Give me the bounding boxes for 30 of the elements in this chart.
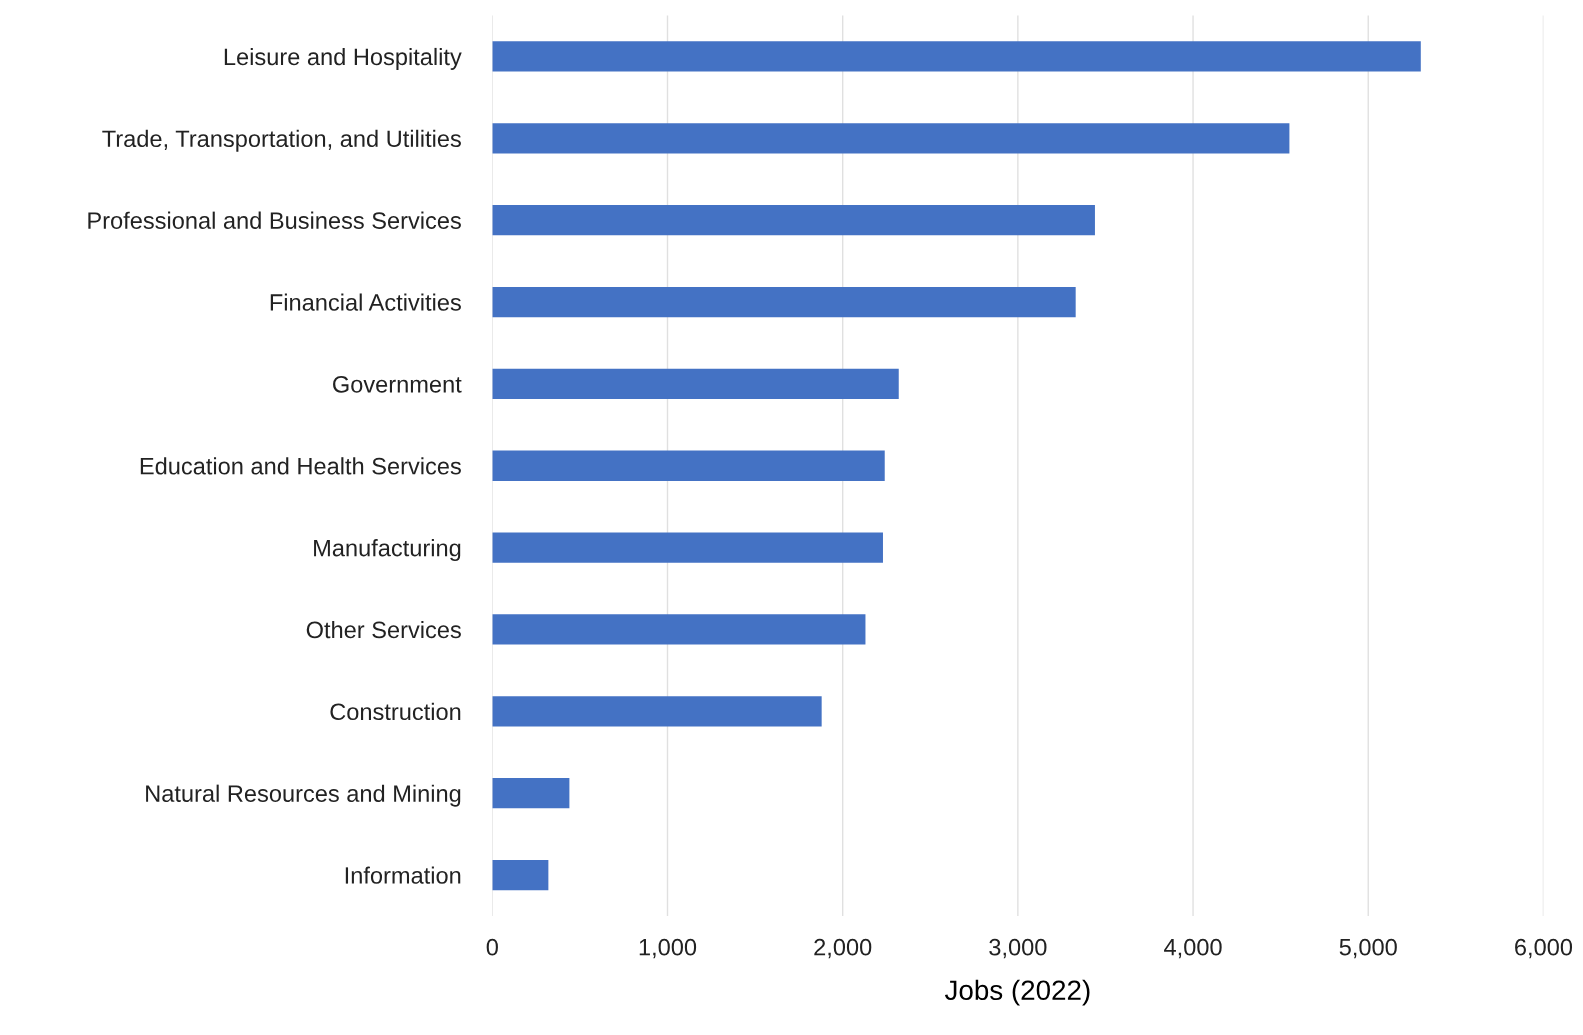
y-tick-label: Leisure and Hospitality [224, 47, 462, 70]
y-tick-label: Construction [330, 702, 461, 721]
y-tick-label: Professional and Business Services [88, 211, 461, 229]
y-tick-label: Education and Health Services [140, 457, 461, 475]
y-tick-label: Government [333, 375, 462, 393]
x-tick-label: 0 [486, 938, 498, 956]
bar [492, 532, 883, 563]
x-axis-title: Jobs (2022) [944, 979, 1090, 1006]
y-tick-label: Natural Resources and Mining [146, 784, 461, 807]
x-tick-label: 3,000 [989, 938, 1047, 959]
x-tick-label: 5,000 [1339, 938, 1397, 959]
bar [492, 614, 866, 645]
y-tick-label: Other Services [306, 620, 461, 639]
bar [492, 123, 1290, 154]
bar [492, 286, 1076, 318]
y-tick-label: Manufacturing [314, 539, 461, 562]
bar [492, 859, 549, 891]
x-tick-label: 4,000 [1164, 938, 1222, 959]
bar [492, 778, 570, 809]
x-tick-label: 6,000 [1515, 938, 1573, 959]
bar [492, 41, 1421, 72]
y-tick-label: Information [345, 866, 461, 884]
bar [492, 696, 822, 727]
y-tick-label: Financial Activities [270, 293, 461, 311]
y-tick-label: Trade, Transportation, and Utilities [102, 129, 461, 152]
bar [492, 368, 899, 400]
x-tick-label: 2,000 [814, 938, 872, 959]
bar [492, 450, 885, 481]
x-tick-label: 1,000 [639, 938, 697, 959]
bar [492, 205, 1095, 236]
